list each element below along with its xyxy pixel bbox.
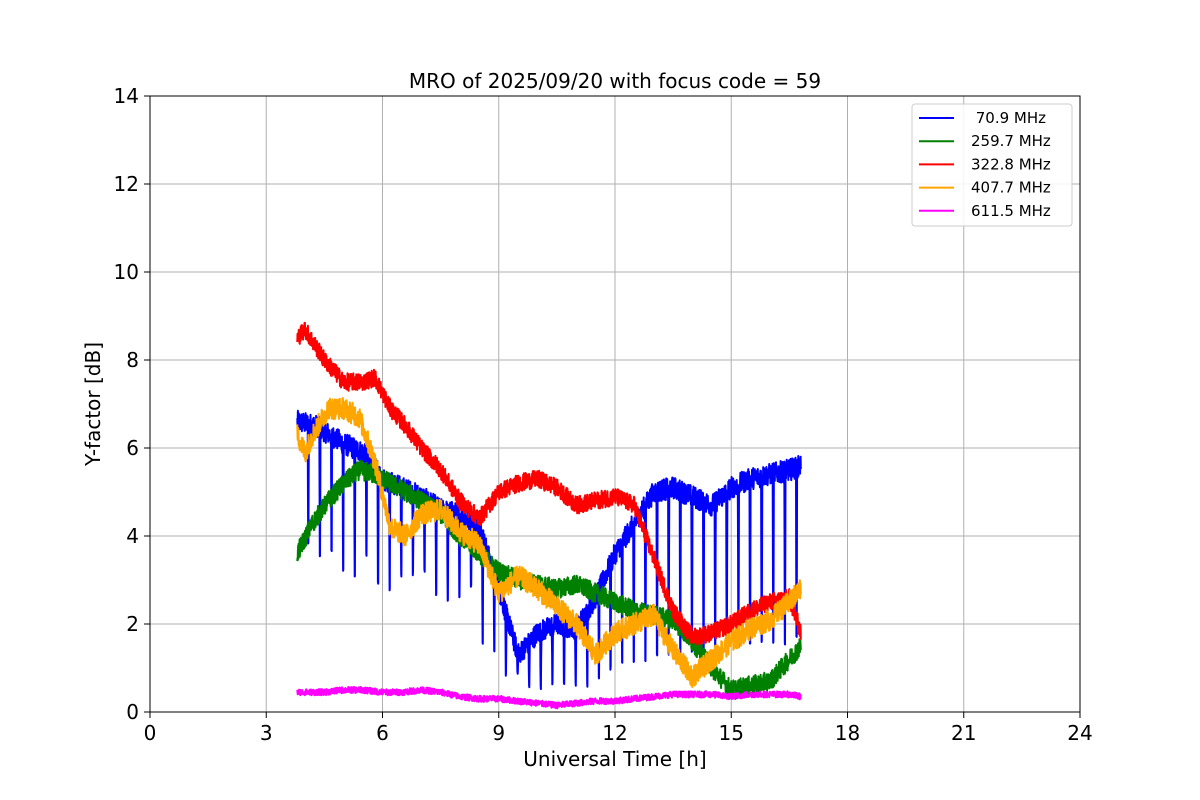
x-tick-label: 3 [260, 721, 273, 745]
x-tick-label: 21 [951, 721, 976, 745]
x-tick-label: 0 [144, 721, 157, 745]
y-tick-label: 4 [126, 524, 139, 548]
x-tick-label: 15 [719, 721, 744, 745]
legend-entry: 611.5 MHz [971, 202, 1051, 220]
legend-entry: 407.7 MHz [971, 179, 1051, 197]
y-tick-label: 0 [126, 700, 139, 724]
y-tick-label: 8 [126, 348, 139, 372]
series-line-1 [296, 459, 802, 700]
chart-title: MRO of 2025/09/20 with focus code = 59 [409, 69, 821, 93]
x-axis-label: Universal Time [h] [523, 747, 706, 771]
legend-entry: 322.8 MHz [971, 155, 1051, 173]
y-tick-label: 14 [114, 84, 139, 108]
y-tick-label: 10 [114, 260, 139, 284]
y-tick-label: 12 [114, 172, 139, 196]
series-line-3 [296, 397, 802, 688]
x-tick-label: 9 [492, 721, 505, 745]
legend-entry: 259.7 MHz [971, 132, 1051, 150]
series-line-2 [296, 321, 802, 646]
x-tick-label: 6 [376, 721, 389, 745]
y-axis-label: Y-factor [dB] [81, 342, 105, 467]
x-tick-label: 12 [602, 721, 627, 745]
legend-entry: 70.9 MHz [971, 109, 1046, 127]
series-line-4 [296, 685, 802, 710]
x-tick-label: 24 [1067, 721, 1092, 745]
x-tick-label: 18 [835, 721, 860, 745]
y-tick-label: 2 [126, 612, 139, 636]
y-tick-label: 6 [126, 436, 139, 460]
series-lines [296, 321, 802, 710]
legend: 70.9 MHz 259.7 MHz 322.8 MHz 407.7 MHz 611.5… [911, 103, 1073, 227]
legend-box [911, 103, 1073, 227]
